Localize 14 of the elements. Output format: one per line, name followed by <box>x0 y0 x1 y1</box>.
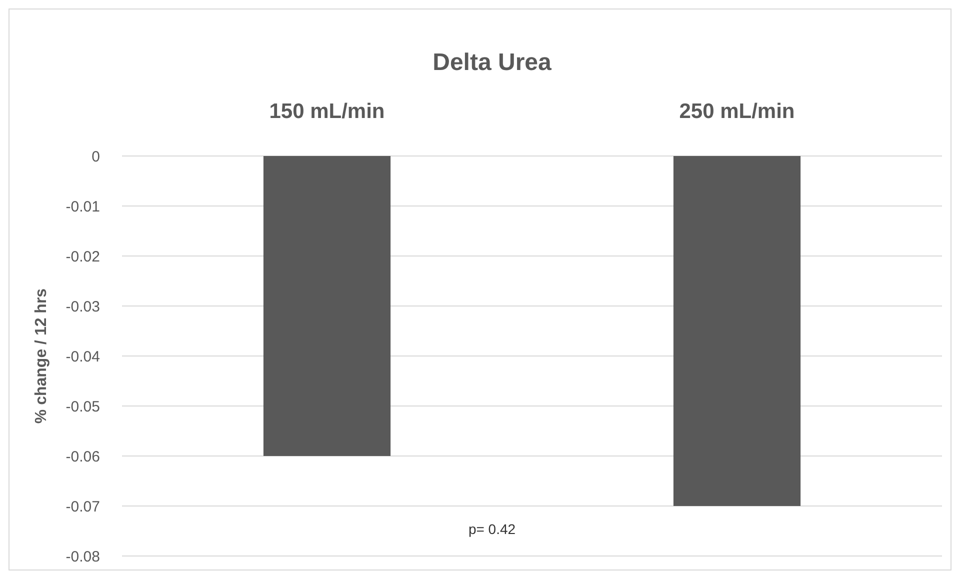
y-tick-label: -0.08 <box>66 548 100 566</box>
y-tick-label: -0.06 <box>66 448 100 466</box>
y-tick-label: -0.02 <box>66 248 100 266</box>
y-tick-label: -0.04 <box>66 348 100 366</box>
y-tick-label: -0.05 <box>66 398 100 416</box>
x-tick-label: 250 mL/min <box>679 100 795 123</box>
y-tick-label: 0 <box>92 148 100 166</box>
chart-title: Delta Urea <box>432 49 552 76</box>
annotation: p= 0.42 <box>468 521 516 537</box>
y-tick-label: -0.03 <box>66 298 100 316</box>
x-tick-label: 150 mL/min <box>269 100 385 123</box>
y-tick-label: -0.01 <box>66 198 100 216</box>
y-axis-title: % change / 12 hrs <box>33 288 50 424</box>
y-tick-label: -0.07 <box>66 498 100 516</box>
